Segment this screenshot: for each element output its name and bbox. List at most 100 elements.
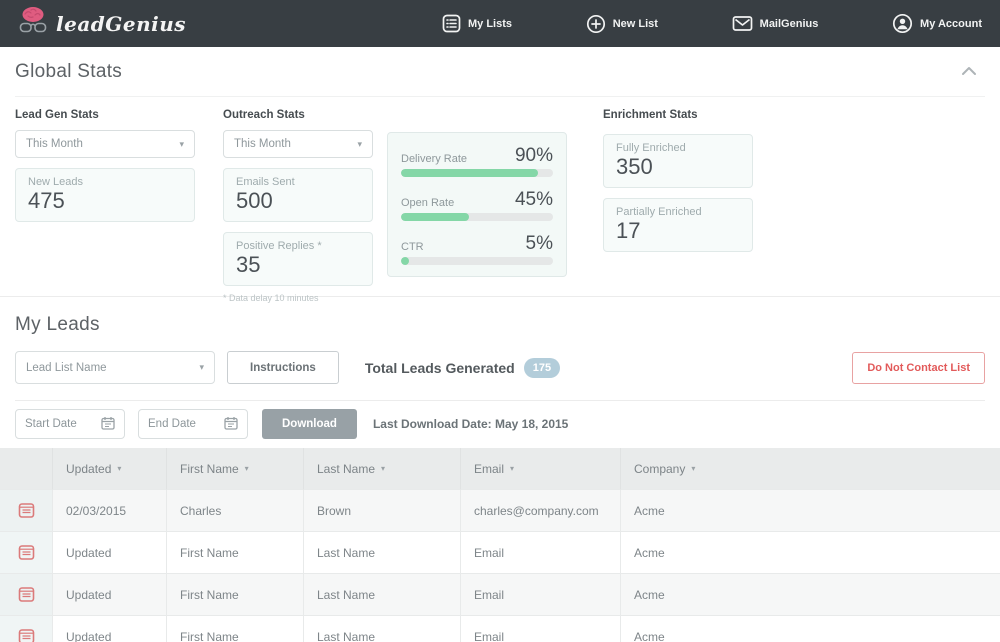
instructions-button[interactable]: Instructions [227, 351, 339, 384]
start-date-placeholder: Start Date [25, 418, 77, 430]
nav-mailgenius[interactable]: MailGenius [732, 15, 819, 32]
partially-enriched-card: Partially Enriched 17 [603, 198, 753, 253]
emails-sent-card: Emails Sent 500 [223, 168, 373, 223]
lead-gen-period-select[interactable]: This Month ▾ [15, 130, 195, 158]
delivery-rate-bar [401, 169, 553, 177]
row-list-icon[interactable] [0, 490, 53, 532]
global-stats-header: Global Stats [15, 47, 985, 97]
caret-down-icon: ▾ [357, 138, 362, 149]
open-rate-row: Open Rate 45% [401, 190, 553, 221]
delivery-rate-value: 90% [514, 145, 553, 166]
fully-enriched-card: Fully Enriched 350 [603, 134, 753, 189]
date-filter-row: Start Date End Date Download Last Downlo… [15, 401, 985, 448]
partially-enriched-label: Partially Enriched [616, 206, 702, 219]
rates-panel: Delivery Rate 90% Open Rate 45% CTR 5% [387, 132, 567, 277]
caret-down-icon: ▾ [199, 362, 204, 372]
plus-circle-icon [586, 14, 606, 34]
lead-gen-stats-heading: Lead Gen Stats [15, 109, 99, 121]
end-date-placeholder: End Date [148, 418, 196, 430]
outreach-period-select[interactable]: This Month ▾ [223, 130, 373, 158]
table-cell: Acme [621, 490, 1000, 532]
table-row: Updated First Name Last Name Email Acme [0, 532, 1000, 574]
divider [15, 400, 985, 401]
global-stats-body: Lead Gen Stats This Month ▾ New Leads 47… [15, 97, 985, 303]
calendar-icon [101, 416, 115, 433]
outreach-stats-column: Outreach Stats This Month ▾ Emails Sent … [223, 109, 373, 303]
list-icon [442, 14, 461, 33]
lead-list-select[interactable]: Lead List Name ▾ [15, 351, 215, 384]
table-header-icon-cell [0, 448, 53, 490]
table-cell: Email [461, 616, 621, 642]
last-download-date: Last Download Date: May 18, 2015 [372, 417, 569, 431]
user-circle-icon [892, 13, 913, 34]
rates-column: Delivery Rate 90% Open Rate 45% CTR 5% [387, 109, 567, 296]
my-leads-section: My Leads Lead List Name ▾ Instructions T… [0, 296, 1000, 448]
open-rate-value: 45% [514, 189, 553, 210]
column-header-first-name[interactable]: First Name ▾ [167, 448, 304, 490]
emails-sent-label: Emails Sent [236, 176, 295, 188]
start-date-input[interactable]: Start Date [15, 409, 125, 439]
total-leads-label: Total Leads Generated [364, 359, 515, 376]
new-leads-card: New Leads 475 [15, 168, 195, 223]
column-header-email[interactable]: Email ▾ [461, 448, 621, 490]
row-list-icon[interactable] [0, 532, 53, 574]
sort-caret-icon: ▾ [244, 464, 249, 473]
delivery-rate-row: Delivery Rate 90% [401, 146, 553, 177]
ctr-value: 5% [525, 233, 553, 254]
table-cell: Last Name [304, 616, 461, 642]
collapse-section-button[interactable] [953, 59, 985, 85]
delivery-rate-label: Delivery Rate [401, 153, 468, 165]
my-leads-controls: Lead List Name ▾ Instructions Total Lead… [15, 351, 985, 384]
total-leads-wrap: Total Leads Generated 175 [364, 357, 561, 378]
lead-list-select-value: Lead List Name [26, 361, 107, 374]
row-list-icon[interactable] [0, 574, 53, 616]
positive-replies-label: Positive Replies * [236, 240, 322, 253]
table-cell: Acme [621, 574, 1000, 616]
column-header-updated[interactable]: Updated ▾ [53, 448, 167, 490]
open-rate-bar [401, 213, 553, 221]
table-body: 02/03/2015 Charles Brown charles@company.co… [0, 490, 1000, 642]
new-leads-value: 475 [28, 188, 65, 213]
sort-caret-icon: ▾ [691, 464, 696, 473]
calendar-icon [224, 416, 238, 433]
nav-new-list[interactable]: New List [586, 14, 658, 34]
end-date-input[interactable]: End Date [138, 409, 248, 439]
brand-logo[interactable]: leadGenius [18, 6, 186, 41]
emails-sent-value: 500 [236, 188, 273, 213]
table-cell: 02/03/2015 [53, 490, 167, 532]
brand-name: leadGenius [56, 11, 187, 36]
table-cell: Acme [621, 616, 1000, 642]
nav-my-account[interactable]: My Account [892, 13, 982, 34]
brain-glasses-logo-icon [18, 6, 48, 41]
nav-mailgenius-label: MailGenius [759, 17, 819, 30]
global-stats-title: Global Stats [15, 60, 123, 82]
column-header-company[interactable]: Company ▾ [621, 448, 1000, 490]
data-delay-footnote: * Data delay 10 minutes [223, 293, 319, 304]
ctr-row: CTR 5% [401, 234, 553, 265]
table-cell: Updated [53, 574, 167, 616]
enrichment-stats-heading: Enrichment Stats [603, 109, 698, 121]
column-header-last-name[interactable]: Last Name ▾ [304, 448, 461, 490]
fully-enriched-label: Fully Enriched [616, 142, 686, 154]
table-row: Updated First Name Last Name Email Acme [0, 616, 1000, 642]
sort-caret-icon: ▾ [117, 464, 122, 473]
table-cell: Brown [304, 490, 461, 532]
ctr-bar [401, 257, 553, 265]
table-row: 02/03/2015 Charles Brown charles@company.co… [0, 490, 1000, 532]
top-navbar: leadGenius My Lists New List MailGenius … [0, 0, 1000, 47]
sort-caret-icon: ▾ [510, 464, 515, 473]
table-cell: Last Name [304, 574, 461, 616]
nav-new-list-label: New List [612, 17, 658, 30]
lead-gen-period-value: This Month [26, 138, 83, 150]
outreach-stats-heading: Outreach Stats [223, 109, 305, 121]
ctr-label: CTR [401, 241, 424, 253]
nav-items: My Lists New List MailGenius My Account [442, 13, 982, 34]
download-button[interactable]: Download [262, 409, 357, 439]
do-not-contact-button[interactable]: Do Not Contact List [852, 351, 985, 384]
global-stats-section: Global Stats Lead Gen Stats This Month ▾… [0, 47, 1000, 303]
table-header-row: Updated ▾ First Name ▾ Last Name ▾ Email ▾ C… [0, 448, 1000, 490]
table-cell: Last Name [304, 532, 461, 574]
table-cell: Updated [53, 532, 167, 574]
row-list-icon[interactable] [0, 616, 53, 642]
nav-my-lists[interactable]: My Lists [442, 14, 512, 33]
